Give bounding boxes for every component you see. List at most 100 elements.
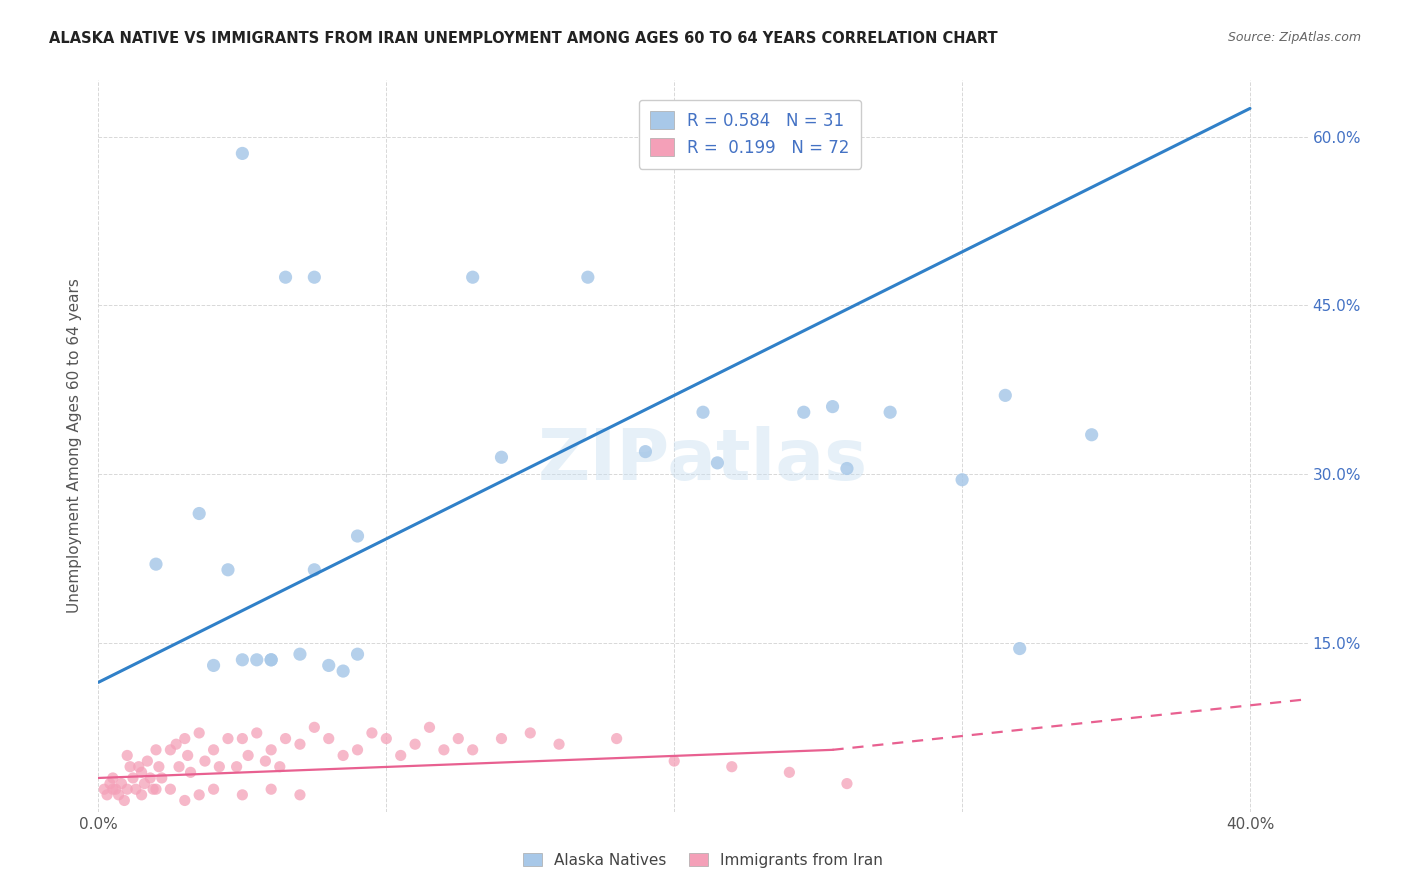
- Point: [167, 760, 190, 774]
- Point: [136, 754, 159, 768]
- Point: [217, 731, 239, 746]
- Point: [433, 743, 456, 757]
- Point: [202, 743, 225, 757]
- Point: [491, 450, 513, 465]
- Point: [260, 782, 283, 797]
- Point: [332, 748, 354, 763]
- Point: [176, 748, 198, 763]
- Point: [634, 444, 657, 458]
- Point: [835, 776, 858, 790]
- Point: [254, 754, 277, 768]
- Point: [150, 771, 173, 785]
- Point: [120, 760, 142, 774]
- Point: [145, 782, 167, 797]
- Point: [950, 473, 973, 487]
- Point: [122, 771, 145, 785]
- Point: [107, 788, 129, 802]
- Point: [346, 743, 368, 757]
- Point: [115, 748, 138, 763]
- Point: [225, 760, 247, 774]
- Point: [159, 743, 181, 757]
- Point: [404, 737, 426, 751]
- Point: [692, 405, 714, 419]
- Point: [159, 782, 181, 797]
- Point: [173, 731, 195, 746]
- Point: [260, 653, 283, 667]
- Point: [188, 507, 211, 521]
- Point: [202, 658, 225, 673]
- Point: [606, 731, 628, 746]
- Point: [139, 771, 162, 785]
- Y-axis label: Unemployment Among Ages 60 to 64 years: Unemployment Among Ages 60 to 64 years: [67, 278, 83, 614]
- Point: [128, 760, 150, 774]
- Legend: Alaska Natives, Immigrants from Iran: Alaska Natives, Immigrants from Iran: [516, 845, 890, 875]
- Point: [879, 405, 901, 419]
- Point: [519, 726, 541, 740]
- Point: [180, 765, 202, 780]
- Point: [332, 664, 354, 678]
- Point: [231, 653, 253, 667]
- Point: [461, 743, 484, 757]
- Point: [231, 731, 253, 746]
- Point: [217, 563, 239, 577]
- Text: ALASKA NATIVE VS IMMIGRANTS FROM IRAN UNEMPLOYMENT AMONG AGES 60 TO 64 YEARS COR: ALASKA NATIVE VS IMMIGRANTS FROM IRAN UN…: [49, 31, 998, 46]
- Point: [145, 743, 167, 757]
- Point: [194, 754, 217, 768]
- Point: [288, 737, 311, 751]
- Point: [131, 765, 153, 780]
- Point: [142, 782, 165, 797]
- Point: [304, 720, 326, 734]
- Point: [288, 788, 311, 802]
- Point: [98, 776, 121, 790]
- Point: [145, 557, 167, 571]
- Point: [260, 653, 283, 667]
- Point: [548, 737, 571, 751]
- Point: [1080, 427, 1102, 442]
- Point: [274, 731, 297, 746]
- Point: [706, 456, 728, 470]
- Point: [246, 653, 269, 667]
- Point: [576, 270, 599, 285]
- Point: [304, 270, 326, 285]
- Point: [491, 731, 513, 746]
- Point: [346, 647, 368, 661]
- Point: [125, 782, 148, 797]
- Point: [96, 788, 118, 802]
- Point: [778, 765, 800, 780]
- Point: [101, 771, 124, 785]
- Point: [231, 146, 253, 161]
- Point: [112, 793, 135, 807]
- Point: [208, 760, 231, 774]
- Point: [418, 720, 440, 734]
- Point: [115, 782, 138, 797]
- Point: [134, 776, 156, 790]
- Point: [269, 760, 291, 774]
- Point: [361, 726, 384, 740]
- Point: [318, 731, 340, 746]
- Point: [231, 788, 253, 802]
- Point: [101, 782, 124, 797]
- Point: [720, 760, 742, 774]
- Point: [1008, 641, 1031, 656]
- Point: [461, 270, 484, 285]
- Point: [110, 776, 132, 790]
- Point: [288, 647, 311, 661]
- Point: [188, 726, 211, 740]
- Point: [173, 793, 195, 807]
- Point: [346, 529, 368, 543]
- Point: [821, 400, 844, 414]
- Point: [148, 760, 170, 774]
- Point: [274, 270, 297, 285]
- Point: [835, 461, 858, 475]
- Point: [447, 731, 470, 746]
- Point: [188, 788, 211, 802]
- Point: [994, 388, 1017, 402]
- Text: Source: ZipAtlas.com: Source: ZipAtlas.com: [1227, 31, 1361, 45]
- Point: [104, 782, 127, 797]
- Text: ZIPatlas: ZIPatlas: [538, 426, 868, 495]
- Point: [389, 748, 412, 763]
- Point: [664, 754, 686, 768]
- Point: [131, 788, 153, 802]
- Point: [93, 782, 115, 797]
- Point: [202, 782, 225, 797]
